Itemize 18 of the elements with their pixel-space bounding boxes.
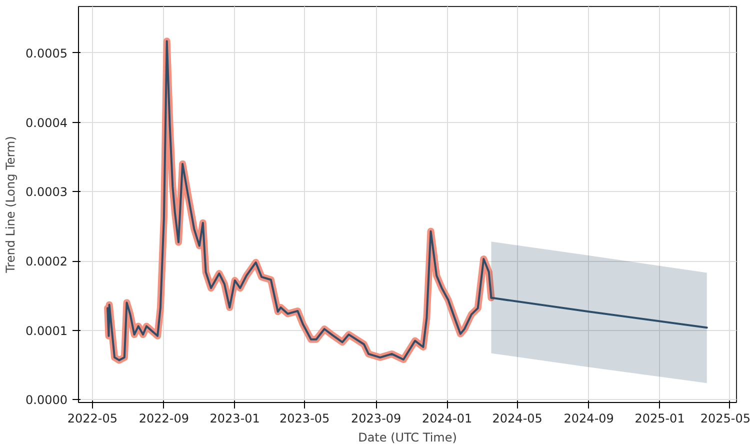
y-tick-label: 0.0002: [26, 254, 68, 269]
x-tick-label: 2023-01: [210, 412, 260, 426]
x-tick-label: 2022-05: [67, 412, 118, 426]
x-tick-label: 2022-09: [138, 412, 190, 426]
x-tick-label: 2025-05: [700, 412, 750, 426]
y-tick-label: 0.0005: [26, 46, 68, 60]
x-tick-label: 2023-05: [280, 412, 330, 426]
y-tick-label: 0.0003: [26, 185, 68, 200]
x-tick-label: 2024-09: [564, 412, 614, 426]
y-tick-label: 0.0000: [26, 393, 68, 408]
x-tick-label: 2024-01: [422, 412, 472, 426]
x-tick-label: 2023-09: [351, 412, 402, 426]
x-tick-label: 2024-05: [492, 412, 542, 426]
y-axis-title: Trend Line (Long Term): [4, 136, 18, 274]
x-axis-title: Date (UTC Time): [358, 430, 457, 444]
y-tick-label: 0.0001: [26, 324, 68, 338]
y-tick-label: 0.0004: [26, 116, 68, 130]
x-tick-label: 2025-01: [634, 412, 685, 426]
